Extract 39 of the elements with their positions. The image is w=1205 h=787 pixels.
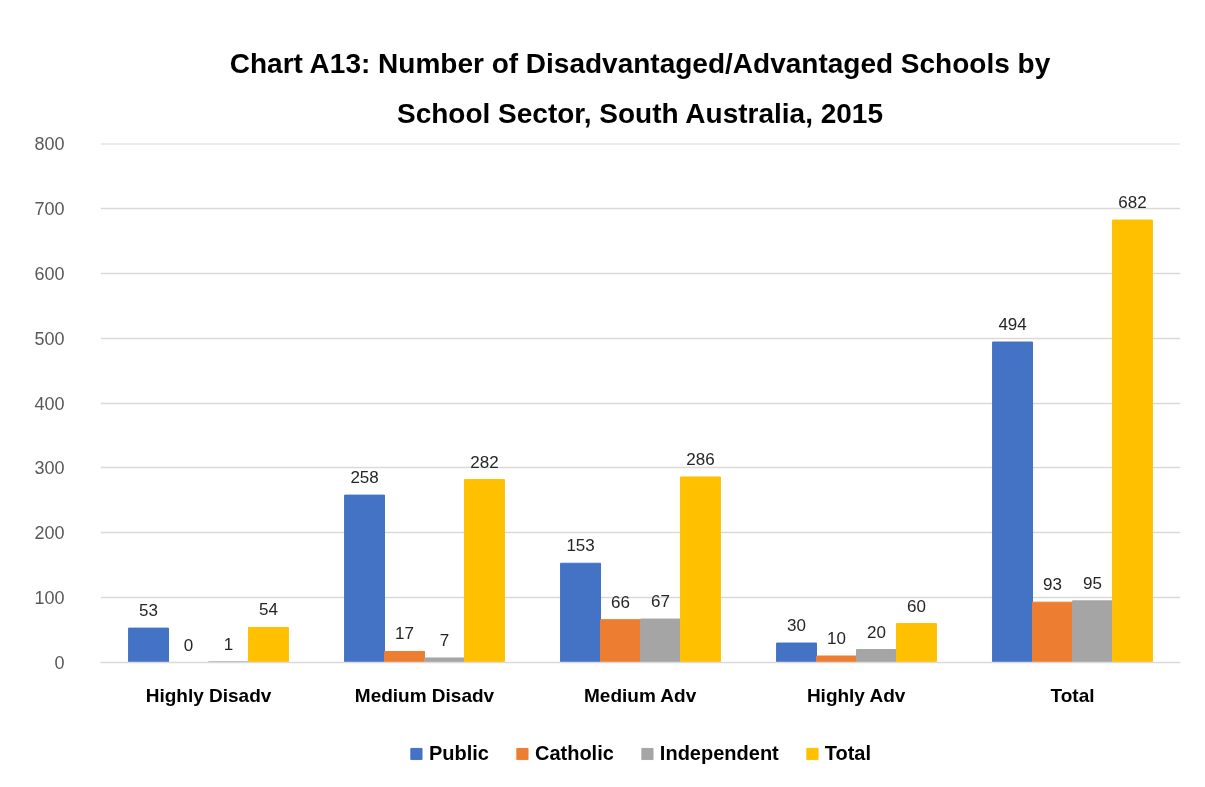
y-tick-label: 200	[34, 523, 65, 544]
y-tick-label: 0	[54, 653, 65, 673]
data-label: 0	[183, 635, 194, 655]
legend-label: Catholic	[534, 741, 614, 765]
data-label: 153	[566, 536, 595, 556]
x-tick-label: Medium Disadv	[354, 684, 495, 706]
data-label: 7	[439, 630, 450, 650]
data-label: 1	[223, 634, 234, 654]
x-tick-label: Medium Adv	[584, 684, 697, 706]
data-label: 494	[998, 315, 1027, 335]
legend-label: Total	[824, 741, 872, 765]
legend-label: Public	[428, 741, 489, 765]
data-label: 258	[350, 468, 379, 488]
data-label: 17	[395, 624, 414, 644]
data-label: 95	[1083, 573, 1102, 593]
data-label: 67	[651, 592, 670, 612]
data-label: 53	[139, 601, 159, 621]
data-label: 54	[258, 600, 278, 620]
data-label: 286	[686, 449, 715, 469]
chart-title: Chart A13: Number of Disadvantaged/Advantaged Schools by School Sector, South Australia, 2015	[229, 47, 1051, 129]
data-label: 93	[1043, 575, 1062, 595]
data-label: 20	[867, 622, 886, 642]
x-tick-label: Total	[1050, 684, 1095, 706]
data-label: 282	[470, 452, 499, 472]
y-tick-label: 800	[34, 134, 65, 154]
y-tick-label: 300	[34, 458, 65, 479]
y-tick-label: 700	[34, 198, 65, 219]
data-label: 30	[787, 616, 807, 636]
data-label: 60	[906, 596, 926, 616]
y-tick-label: 500	[34, 328, 65, 349]
data-label: 10	[827, 629, 846, 649]
legend-label: Independent	[659, 741, 779, 765]
y-tick-label: 400	[34, 393, 65, 414]
data-label: 66	[611, 592, 630, 612]
y-tick-label: 100	[34, 588, 65, 609]
x-tick-label: Highly Adv	[806, 684, 906, 706]
y-tick-label: 600	[34, 263, 65, 284]
data-label: 682	[1118, 193, 1147, 213]
x-tick-label: Highly Disadv	[145, 684, 272, 706]
